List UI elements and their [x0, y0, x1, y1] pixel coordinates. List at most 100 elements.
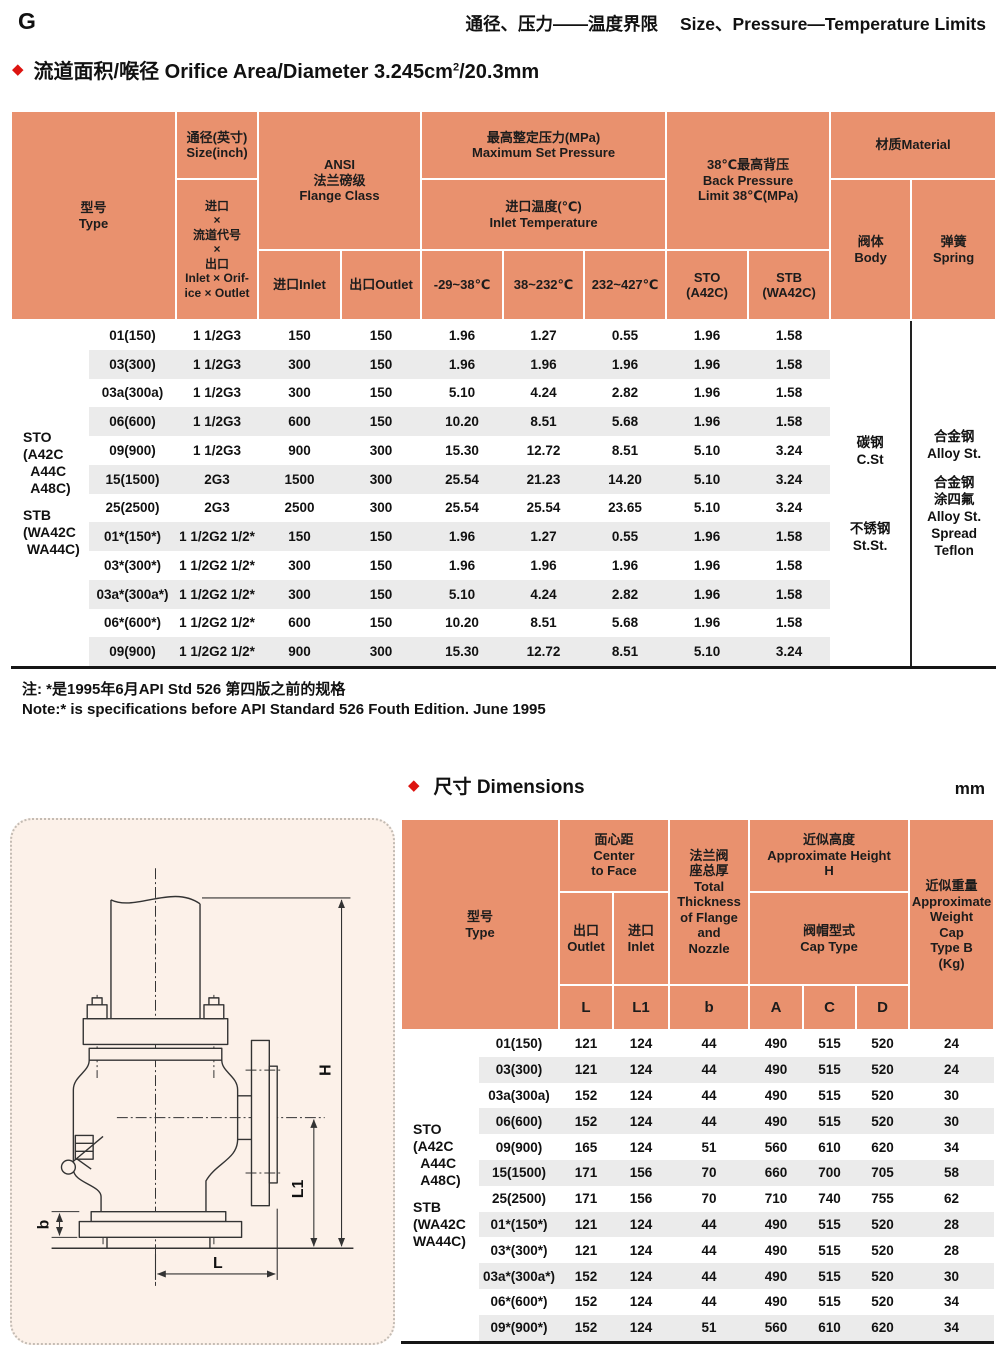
table-cell: 01*(150*): [479, 1211, 560, 1238]
table-cell: 5.10: [693, 442, 721, 458]
table-row: 03(300) 121 124 44 490 515 520 24: [401, 1056, 995, 1083]
table-cell: 8.51: [503, 407, 585, 436]
table-cell: 600: [288, 615, 311, 631]
table-row: 15(1500) 171 156 70 660 700 705 58: [401, 1159, 995, 1186]
table-cell: 14.20: [584, 464, 667, 494]
inlet-flange-lower: [78, 1220, 243, 1239]
col-header-center-to-face: 面心距 Center to Face: [558, 818, 671, 893]
dimensions-table-header: 型号 Type 面心距 Center to Face 法兰阀 座总厚 Total…: [399, 818, 996, 1031]
table-cell: 1.96: [693, 557, 721, 573]
col-header-body-material: 阀体 Body: [829, 178, 913, 321]
lever-bracket-lines: [75, 1142, 94, 1152]
table-row: 06(600) 1 1/2G3 600 150 10.20 8.51 5.68 1.96 1.5…: [11, 407, 996, 436]
table-cell: 515: [803, 1211, 857, 1238]
table-cell: 1.96: [530, 557, 557, 573]
outlet-flange: [250, 1039, 270, 1207]
col-header-temp-range-1: -29~38℃: [420, 249, 505, 321]
table-row: 03a(300a) 1 1/2G3 300 150 5.10 4.24 2.82 1.96 1.…: [11, 379, 996, 408]
table-row: 03a*(300a*) 152 124 44 490 515 520 30: [401, 1263, 995, 1289]
table-cell: 70: [669, 1159, 750, 1186]
table-cell: 09(900): [89, 637, 177, 668]
spring-material-cell-block: 合金钢 Alloy St.: [927, 429, 982, 461]
table-cell: 560: [764, 1139, 788, 1155]
table-cell: 51: [701, 1139, 717, 1155]
table-cell: 09*(900*): [479, 1314, 560, 1343]
table-cell: 5.68: [611, 615, 639, 631]
table-cell: 1.96: [666, 522, 749, 551]
type-group-label: STO (A42C A44C A48C) STB (WA42C WA44C): [401, 1030, 479, 1343]
section1-title-main: 流道面积/喉径 Orifice Area/Diameter 3.245cm: [33, 61, 453, 83]
page-title-en: Size、Pressure—Temperature Limits: [679, 14, 986, 34]
col-header-temp-range-2: 38~232℃: [502, 249, 586, 321]
col-header-letter-a: A: [748, 984, 805, 1031]
col-header-back-pressure: 38℃最高背压 Back Pressure Limit 38℃(MPa): [665, 110, 832, 251]
table-cell: 150: [341, 349, 422, 379]
table-cell: 165: [574, 1139, 598, 1155]
col-header-letter-c: C: [802, 984, 858, 1031]
table-row: 03*(300*) 121 124 44 490 515 520 28: [401, 1237, 994, 1263]
table-cell: 1.96: [666, 349, 749, 379]
table-cell: 01(150): [109, 327, 156, 343]
table-row: STO (A42C A44C A48C) STB (WA42C WA44C) 01(…: [11, 320, 997, 668]
table-cell: 900: [258, 637, 342, 668]
table-cell: 1.96: [503, 349, 585, 379]
note-line-en: Note:* is specifications before API Stan…: [22, 701, 546, 718]
table-cell: 2.82: [611, 385, 639, 401]
table-cell: 5.10: [693, 500, 721, 516]
table-cell: 1 1/2G3: [176, 349, 259, 379]
table-cell: 1.58: [748, 579, 831, 609]
table-cell: 1 1/2G3: [192, 327, 242, 343]
table-cell: 1 1/2G3: [176, 407, 259, 436]
table-row: 03a*(300a*) 1 1/2G2 1/2* 300 150 5.10 4.24 2.8…: [11, 579, 996, 609]
dimensions-heading: ◆ 尺寸 Dimensions mm: [408, 772, 985, 799]
col-header-type: 型号 Type: [399, 818, 561, 1031]
table-cell: 1.96: [421, 522, 504, 551]
table-cell: 2500: [284, 500, 315, 516]
table-cell: 1.27: [503, 522, 585, 551]
table-cell: 12.72: [503, 637, 585, 668]
table-notes: 注: *是1995年6月API Std 526 第四版之前的规格 Note:* …: [22, 680, 546, 720]
table-row: 03*(300*) 1 1/2G2 1/2* 300 150 1.96 1.96 1.96 1…: [11, 551, 996, 580]
table-cell: 03a*(300a*): [89, 579, 177, 609]
page-title-zh: 通径、压力——温度界限: [465, 14, 658, 34]
table-cell: 152: [574, 1087, 598, 1103]
lever-handle: [71, 1135, 104, 1170]
table-cell: 520: [856, 1211, 910, 1238]
table-cell: 30: [909, 1108, 995, 1135]
table-cell: 156: [629, 1191, 653, 1207]
table-cell: 10.20: [421, 407, 504, 436]
table-cell: 09(900): [109, 442, 156, 458]
table-cell: 23.65: [608, 500, 642, 516]
table-cell: 62: [944, 1191, 960, 1207]
table-cell: 150: [341, 579, 422, 609]
table-cell: 2G3: [176, 464, 259, 494]
table-cell: 710: [764, 1191, 788, 1207]
table-cell: 1 1/2G2 1/2*: [179, 557, 255, 573]
dimension-label-h: H: [318, 1064, 335, 1075]
table-row: STO (A42C A44C A48C) STB (WA42C WA44C) 01(…: [401, 1030, 994, 1343]
table-cell: 44: [669, 1056, 750, 1083]
table-cell: 03a(300a): [488, 1087, 550, 1103]
table-cell: 15(1500): [479, 1159, 560, 1186]
table-cell: 300: [288, 385, 311, 401]
dimensions-table-body: STO (A42C A44C A48C) STB (WA42C WA44C) 01(…: [401, 1030, 995, 1343]
table-cell: 34: [944, 1294, 960, 1310]
table-row: 15(1500) 2G3 1500 300 25.54 21.23 14.20 5.10 3.2…: [11, 464, 996, 494]
table-cell: 1.58: [748, 407, 831, 436]
body-material-cell-block: 不锈钢 St.St.: [849, 520, 891, 553]
table-cell: 152: [559, 1314, 614, 1343]
table-cell: 150: [369, 557, 393, 573]
col-header-flange-inlet: 进口Inlet: [257, 249, 343, 321]
table-cell: 21.23: [503, 464, 585, 494]
col-header-thickness: 法兰阀 座总厚 Total Thickness of Flange and No…: [668, 818, 751, 986]
pressure-table-body: STO (A42C A44C A48C) STB (WA42C WA44C) 01(…: [11, 320, 997, 668]
table-cell: 1.58: [775, 385, 803, 401]
table-cell: 121: [574, 1242, 598, 1258]
col-header-letter-b: b: [668, 984, 751, 1031]
table-cell: 560: [749, 1314, 804, 1343]
section1-title-sup: 2: [452, 61, 460, 74]
table-cell: 2G3: [204, 500, 230, 516]
table-cell: 0.55: [584, 522, 667, 551]
table-cell: 610: [818, 1139, 841, 1155]
table-cell: 1 1/2G2 1/2*: [179, 615, 255, 631]
